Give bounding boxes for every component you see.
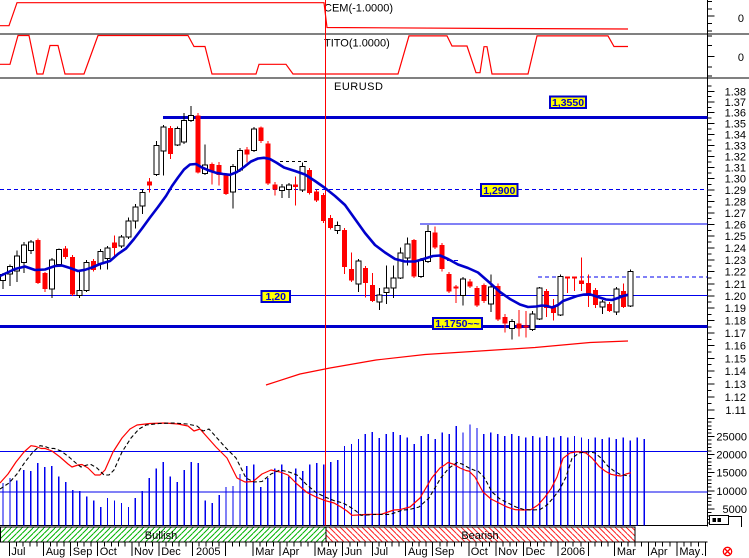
svg-text:0: 0 (738, 52, 744, 64)
svg-text:1.23: 1.23 (725, 255, 746, 267)
svg-text:Bearish: Bearish (461, 530, 498, 542)
svg-text:0: 0 (738, 13, 744, 25)
svg-text:1.29: 1.29 (725, 185, 746, 197)
svg-text:Bullish: Bullish (145, 530, 177, 542)
svg-text:Sep: Sep (435, 546, 455, 558)
svg-text:1,2900: 1,2900 (483, 185, 515, 197)
svg-text:1.30: 1.30 (725, 174, 746, 186)
svg-text:Oct: Oct (100, 546, 117, 558)
svg-text:1.22: 1.22 (725, 267, 746, 279)
svg-text:1.14: 1.14 (725, 366, 746, 378)
svg-text:1.25: 1.25 (725, 231, 746, 243)
svg-text:Jun: Jun (344, 546, 362, 558)
svg-text:1.15: 1.15 (725, 353, 746, 365)
svg-text:Mar: Mar (255, 546, 274, 558)
svg-text:Mar: Mar (617, 546, 636, 558)
svg-text:Oct: Oct (471, 546, 488, 558)
svg-text:1.37: 1.37 (725, 97, 746, 109)
svg-text:EURUSD: EURUSD (334, 81, 383, 93)
svg-text:CEM(-1.0000): CEM(-1.0000) (324, 3, 393, 15)
svg-text:1.38: 1.38 (725, 86, 746, 98)
svg-text:1.24: 1.24 (725, 243, 746, 255)
svg-text:Nov: Nov (134, 546, 154, 558)
svg-text:Apr: Apr (282, 546, 299, 558)
svg-text:1.26: 1.26 (725, 220, 746, 232)
svg-text:May: May (679, 546, 700, 558)
svg-text:Apr: Apr (650, 546, 667, 558)
svg-text:Nov: Nov (498, 546, 518, 558)
svg-text:1.19: 1.19 (725, 303, 746, 315)
svg-text:1.12: 1.12 (725, 392, 746, 404)
svg-text:1,20: 1,20 (266, 291, 287, 303)
svg-text:May: May (317, 546, 338, 558)
svg-text:1.17: 1.17 (725, 328, 746, 340)
svg-text:1.20: 1.20 (725, 291, 746, 303)
svg-text:1.35: 1.35 (725, 119, 746, 131)
svg-text:1.34: 1.34 (725, 129, 746, 141)
svg-text:1.36: 1.36 (725, 108, 746, 120)
svg-text:15000: 15000 (716, 468, 747, 480)
svg-text:1.33: 1.33 (725, 140, 746, 152)
svg-text:2005: 2005 (196, 546, 220, 558)
svg-text:1,1750~~: 1,1750~~ (435, 318, 479, 330)
svg-text:Sep: Sep (73, 546, 93, 558)
svg-text:25000: 25000 (716, 432, 747, 444)
svg-text:2006: 2006 (561, 546, 585, 558)
svg-text:1.27: 1.27 (725, 208, 746, 220)
svg-text:1.13: 1.13 (725, 379, 746, 391)
svg-text:20000: 20000 (716, 450, 747, 462)
svg-text:1.28: 1.28 (725, 196, 746, 208)
svg-text:Jul: Jul (374, 546, 388, 558)
svg-text:Dec: Dec (161, 546, 181, 558)
svg-text:1.11: 1.11 (725, 405, 746, 417)
svg-text:Aug: Aug (408, 546, 428, 558)
svg-text:Jul: Jul (11, 546, 25, 558)
svg-text:1.31: 1.31 (725, 163, 746, 175)
svg-text:5000: 5000 (723, 504, 747, 516)
svg-text:1,3550: 1,3550 (552, 97, 584, 109)
svg-text:1.16: 1.16 (725, 341, 746, 353)
svg-text:Aug: Aug (46, 546, 66, 558)
svg-text:1.18: 1.18 (725, 316, 746, 328)
svg-text:Dec: Dec (526, 546, 546, 558)
svg-text:1.32: 1.32 (725, 151, 746, 163)
svg-text:10000: 10000 (716, 486, 747, 498)
svg-text:.: . (701, 546, 704, 558)
svg-text:TITO(1.0000): TITO(1.0000) (324, 38, 390, 50)
svg-text:1.21: 1.21 (725, 279, 746, 291)
